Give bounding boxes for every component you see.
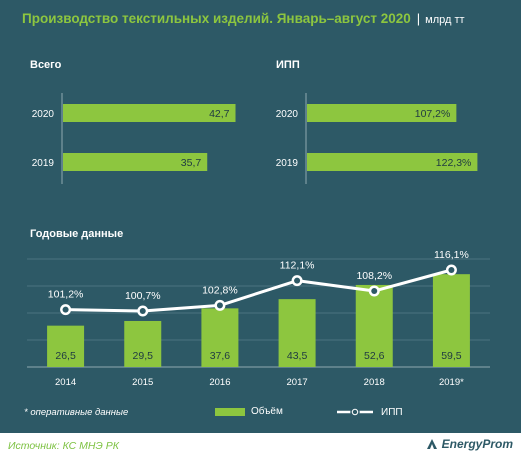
source-note: Источник: КС МНЭ РК xyxy=(8,440,119,452)
ipp-point-center xyxy=(371,288,378,295)
footnote: * оперативные данные xyxy=(24,407,129,418)
annual-bar xyxy=(278,299,316,367)
annual-category-label: 2017 xyxy=(287,377,308,388)
chart-canvas: 2020 42,7 2019 35,7 2020 107,2% 2019 122,3% 26,5… xyxy=(27,93,490,388)
ipp-category-label: 2020 xyxy=(276,109,299,120)
ipp-value-label: 107,2% xyxy=(415,108,451,120)
total-category-label: 2019 xyxy=(32,158,55,169)
annual-bar-value-label: 43,5 xyxy=(287,350,308,362)
annual-bar-value-label: 52,6 xyxy=(364,350,385,362)
total-value-label: 35,7 xyxy=(181,157,202,169)
ipp-value-label: 102,8% xyxy=(202,284,238,296)
title-row: Производство текстильных изделий. Январь… xyxy=(22,11,465,31)
annual-category-label: 2015 xyxy=(132,377,153,388)
ipp-value-label: 108,2% xyxy=(356,270,392,282)
ipp-value-label: 112,1% xyxy=(280,260,315,272)
total-section-label: Всего xyxy=(30,59,62,71)
ipp-section-label: ИПП xyxy=(276,59,300,71)
ipp-value-label: 101,2% xyxy=(48,289,84,301)
total-category-label: 2020 xyxy=(32,109,55,120)
legend-volume-label: Объём xyxy=(251,406,283,417)
energyprom-logo-icon xyxy=(426,439,437,449)
total-value-label: 42,7 xyxy=(209,108,230,120)
annual-bar-value-label: 29,5 xyxy=(133,350,154,362)
ipp-point-center xyxy=(216,302,223,309)
annual-bar-value-label: 37,6 xyxy=(210,350,231,362)
annual-section-label: Годовые данные xyxy=(30,228,124,240)
ipp-value-label: 122,3% xyxy=(436,157,472,169)
legend-volume-swatch xyxy=(215,407,245,416)
legend-ipp-label: ИПП xyxy=(381,406,403,418)
ipp-bar xyxy=(307,104,457,122)
annual-category-label: 2018 xyxy=(364,377,385,388)
ipp-point-center xyxy=(294,277,301,284)
ipp-point-center xyxy=(139,308,146,314)
ipp-value-label: 116,1% xyxy=(434,249,469,261)
brand-name: EnergyProm xyxy=(441,437,513,451)
annual-bar xyxy=(432,274,470,367)
ipp-line xyxy=(65,268,452,313)
annual-bar xyxy=(124,320,162,367)
ipp-point-center xyxy=(448,267,455,273)
total-bar xyxy=(63,153,208,171)
unit-label: млрд тт xyxy=(425,14,465,26)
footer: Источник: КС МНЭ РК EnergyProm xyxy=(0,433,521,459)
brand: EnergyProm xyxy=(425,437,513,451)
annual-bar xyxy=(47,325,85,367)
ipp-category-label: 2019 xyxy=(276,158,299,169)
annual-bar-value-label: 59,5 xyxy=(441,350,462,362)
title-separator: | xyxy=(416,11,421,26)
annual-bar xyxy=(201,308,239,367)
legend-volume: Объём xyxy=(215,406,283,417)
annual-category-label: 2019* xyxy=(439,377,464,388)
ipp-bar xyxy=(307,153,478,171)
annual-category-label: 2014 xyxy=(55,377,76,388)
ipp-value-label: 100,7% xyxy=(125,290,161,302)
legend-ipp-marker xyxy=(337,407,373,417)
chart-title: Производство текстильных изделий. Январь… xyxy=(22,11,411,26)
annual-category-label: 2016 xyxy=(209,377,230,388)
annual-bar xyxy=(355,284,393,367)
annual-bar-value-label: 26,5 xyxy=(55,350,76,362)
legend-ipp: ИПП xyxy=(335,406,403,418)
ipp-point-center xyxy=(62,306,69,313)
total-bar xyxy=(63,104,236,122)
